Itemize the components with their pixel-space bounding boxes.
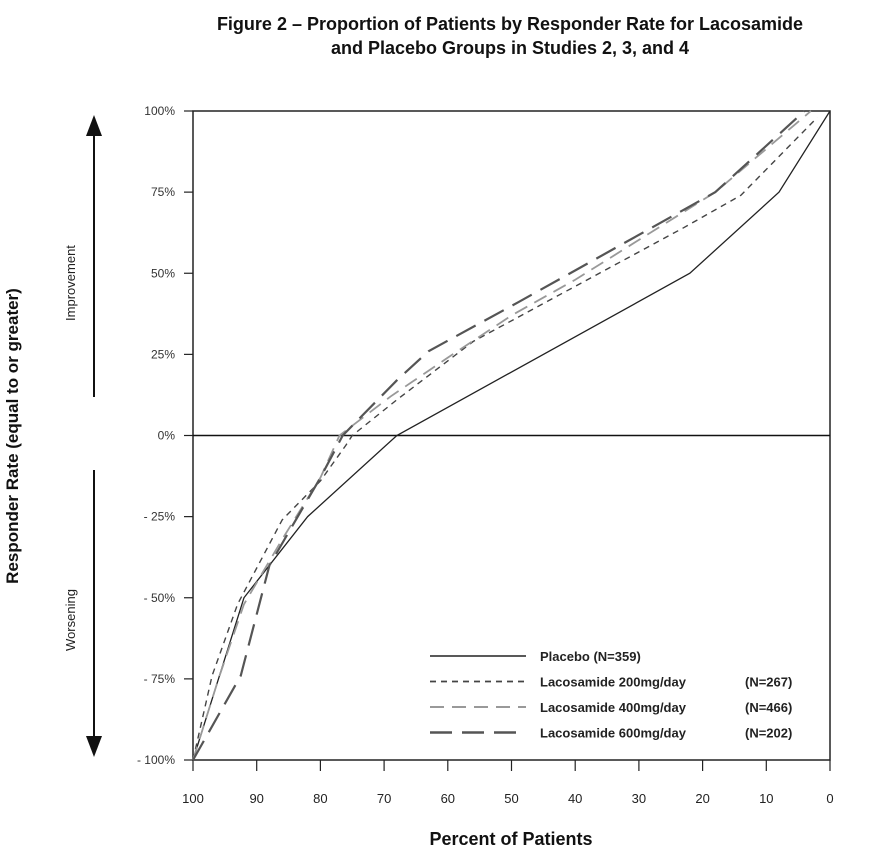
y-tick-label: - 50% (144, 591, 176, 605)
series-line-1 (192, 116, 818, 761)
x-tick-label: 20 (695, 791, 709, 806)
y-tick-label: 50% (151, 266, 175, 280)
x-tick-label: 70 (377, 791, 391, 806)
x-tick-label: 10 (759, 791, 773, 806)
x-tick-label: 90 (249, 791, 263, 806)
x-tick-label: 80 (313, 791, 327, 806)
y-tick-label: 0% (158, 429, 176, 443)
series-line-3 (192, 110, 806, 761)
chart-title-line2: and Placebo Groups in Studies 2, 3, and … (330, 38, 690, 58)
x-tick-label: 0 (826, 791, 833, 806)
axes: 100%75%50%25%0%- 25%- 50%- 75%- 100%100 9… (137, 104, 834, 806)
legend-label-3: Lacosamide 600mg/day (540, 726, 687, 741)
improvement-label: Improvement (63, 245, 78, 321)
improvement-arrow-icon (86, 115, 102, 397)
legend-n-2: (N=466) (745, 700, 792, 715)
y-axis-label: Responder Rate (equal to or greater) (3, 288, 22, 584)
y-tick-label: - 25% (144, 510, 176, 524)
y-tick-label: - 100% (137, 753, 175, 767)
y-tick-label: 75% (151, 185, 175, 199)
x-axis-label: Percent of Patients (429, 829, 592, 849)
legend-n-1: (N=267) (745, 675, 792, 690)
x-tick-label: 60 (441, 791, 455, 806)
x-tick-label: 50 (504, 791, 518, 806)
worsening-arrow-icon (86, 470, 102, 757)
y-tick-label: 100% (144, 104, 175, 118)
x-tick-label: 40 (568, 791, 582, 806)
y-tick-label: - 75% (144, 672, 176, 686)
legend-label-0: Placebo (N=359) (540, 649, 641, 664)
legend-n-3: (N=202) (745, 726, 792, 741)
chart-title-line1: Figure 2 – Proportion of Patients by Res… (216, 14, 804, 34)
legend-label-1: Lacosamide 200mg/day (540, 675, 687, 690)
series-lines (192, 110, 831, 761)
legend-label-2: Lacosamide 400mg/day (540, 700, 687, 715)
series-line-0 (192, 110, 831, 761)
worsening-label: Worsening (63, 589, 78, 651)
chart-title: Figure 2 – Proportion of Patients by Res… (130, 12, 890, 60)
y-tick-label: 25% (151, 347, 175, 361)
series-line-2 (192, 110, 812, 761)
x-tick-label: 100 (182, 791, 204, 806)
legend: Placebo (N=359) Lacosamide 200mg/day (N=26… (430, 649, 792, 741)
x-tick-label: 30 (632, 791, 646, 806)
